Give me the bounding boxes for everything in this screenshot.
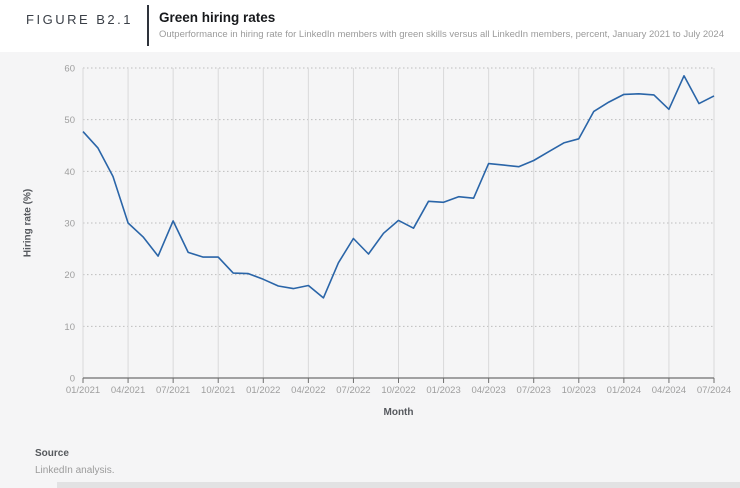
x-tick-label: 07/2022 <box>336 385 370 396</box>
x-tick-label: 10/2021 <box>201 385 235 396</box>
chart-subtitle: Outperformance in hiring rate for Linked… <box>159 29 724 40</box>
y-tick-label: 0 <box>70 374 75 385</box>
y-axis-title: Hiring rate (%) <box>22 188 34 258</box>
bottom-divider-bar <box>57 482 740 488</box>
source-text: LinkedIn analysis. <box>35 465 115 476</box>
hiring-rate-series <box>82 74 715 299</box>
x-tick-label: 01/2023 <box>426 385 460 396</box>
x-tick-label: 07/2021 <box>156 385 190 396</box>
x-tick-label: 10/2023 <box>562 385 596 396</box>
header-divider <box>147 5 149 46</box>
y-tick-label: 30 <box>64 219 75 230</box>
figure-number: FIGURE B2.1 <box>26 12 133 27</box>
figure-header: FIGURE B2.1 Green hiring rates Outperfor… <box>0 0 740 52</box>
x-axis-title: Month <box>383 407 414 418</box>
x-tick-label: 10/2022 <box>381 385 415 396</box>
chart-title: Green hiring rates <box>159 10 276 25</box>
x-tick-label: 04/2024 <box>652 385 686 396</box>
x-tick-label: 04/2022 <box>291 385 325 396</box>
x-tick-label: 07/2024 <box>697 385 731 396</box>
x-tick-label: 04/2021 <box>111 385 145 396</box>
x-tick-label: 01/2021 <box>66 385 100 396</box>
y-tick-label: 20 <box>64 270 75 281</box>
y-tick-label: 40 <box>64 167 75 178</box>
x-tick-label: 01/2024 <box>607 385 641 396</box>
x-tick-label: 04/2023 <box>471 385 505 396</box>
y-tick-label: 50 <box>64 115 75 126</box>
source-label: Source <box>35 448 69 459</box>
y-tick-label: 60 <box>64 64 75 75</box>
line-chart: 01/2021 04/2021 07/2021 10/2021 01/2022 04/20… <box>64 64 731 397</box>
x-tick-label: 07/2023 <box>517 385 551 396</box>
x-tick-label: 01/2022 <box>246 385 280 396</box>
y-tick-label: 10 <box>64 322 75 333</box>
